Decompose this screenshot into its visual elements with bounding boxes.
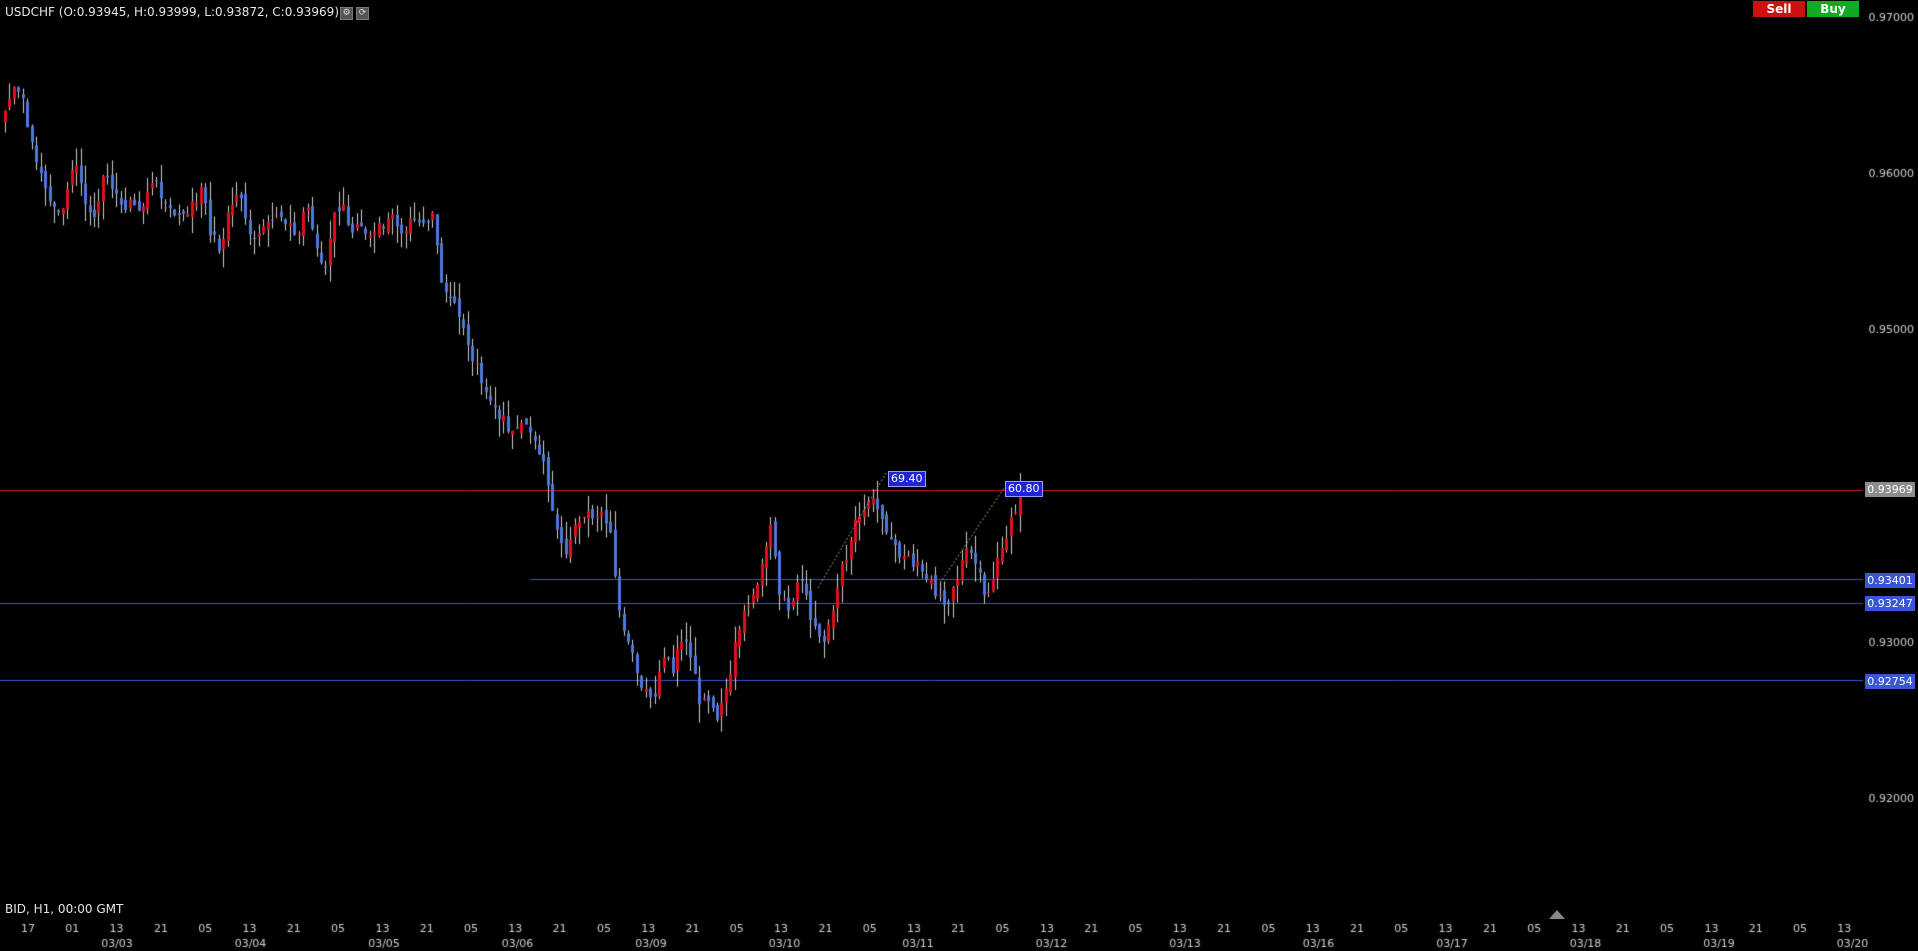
buy-button[interactable]: Buy [1807, 1, 1859, 17]
hline-label-3[interactable]: 0.92754 [1865, 674, 1915, 689]
sell-button[interactable]: Sell [1753, 1, 1805, 17]
hline-label-1[interactable]: 0.93401 [1865, 573, 1915, 588]
settings-icon[interactable]: ⚙ [340, 7, 353, 20]
scroll-to-end-icon[interactable] [1549, 910, 1565, 919]
indicator-annotation-1[interactable]: 69.40 [888, 471, 926, 487]
indicator-annotation-2[interactable]: 60.80 [1005, 481, 1043, 497]
feed-info: BID, H1, 00:00 GMT [5, 902, 124, 916]
last-price-label: 0.93969 [1865, 482, 1915, 497]
hline-label-2[interactable]: 0.93247 [1865, 596, 1915, 611]
refresh-icon[interactable]: ⟳ [356, 7, 369, 20]
symbol-ohlc-header: USDCHF (O:0.93945, H:0.93999, L:0.93872,… [5, 5, 339, 19]
